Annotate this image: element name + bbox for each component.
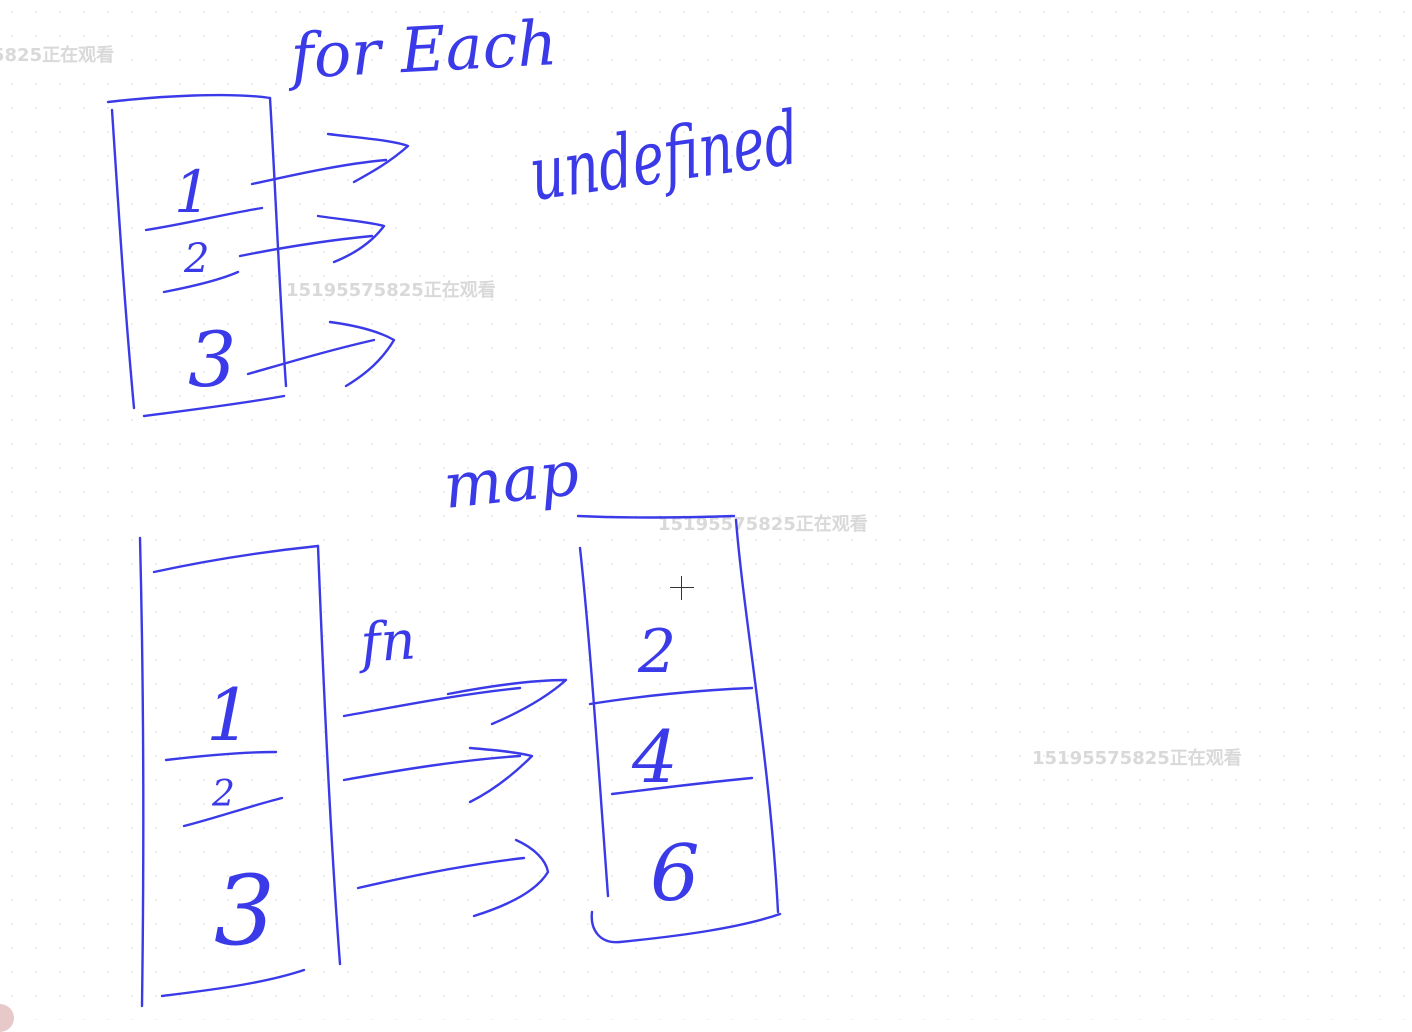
- map-input-box-right: [316, 544, 342, 966]
- map-output-box-right: [734, 518, 780, 914]
- map-arrow-1: [342, 686, 522, 718]
- crosshair-cursor-icon: [670, 576, 694, 600]
- map-output-box-top: [576, 514, 736, 519]
- map-title: map: [440, 436, 582, 523]
- map-output-value: 2: [637, 617, 676, 687]
- map-input-value: 3: [214, 855, 275, 967]
- map-arrow-2: [342, 754, 522, 782]
- undefined-label: undefined: [525, 95, 804, 218]
- map-arrow-3: [356, 856, 526, 890]
- watermark: 15195575825正在观看: [1032, 748, 1242, 769]
- forEach-title: for Each: [285, 6, 559, 93]
- map-output-value: 4: [631, 715, 678, 799]
- map-arrowhead-3: [472, 838, 550, 918]
- watermark: 15195575825正在观看: [658, 514, 868, 535]
- map-output-value: 6: [650, 829, 700, 919]
- forEach-value: 1: [174, 158, 211, 226]
- forEach-array-box-bottom: [142, 394, 286, 418]
- fn-label: fn: [355, 608, 418, 675]
- forEach-array-box-right: [268, 96, 288, 388]
- watermark: 5825正在观看: [0, 45, 115, 66]
- map-output-box-bottom: [590, 910, 782, 944]
- forEach-arrowhead-1: [326, 132, 410, 184]
- map-output-separator-2: [610, 776, 754, 796]
- forEach-arrow-3: [246, 338, 376, 376]
- map-input-box-top: [152, 544, 320, 574]
- forEach-separator-1: [144, 206, 264, 232]
- forEach-arrow-2: [238, 234, 374, 258]
- map-input-value: 2: [211, 774, 235, 815]
- forEach-separator-2: [162, 270, 240, 294]
- forEach-arrow-1: [250, 158, 388, 186]
- map-arrowhead-2: [468, 746, 534, 804]
- map-input-box-bottom: [160, 968, 306, 998]
- forEach-arrowhead-3: [328, 320, 396, 388]
- forEach-value: 2: [183, 236, 209, 282]
- map-arrowhead-1: [446, 678, 568, 726]
- map-output-separator-1: [588, 686, 754, 706]
- forEach-arrowhead-2: [316, 214, 386, 264]
- watermark: 15195575825正在观看: [286, 280, 496, 301]
- map-input-box-left: [138, 536, 145, 1008]
- forEach-array-box-top: [106, 93, 272, 104]
- map-input-separator-2: [182, 796, 284, 828]
- map-input-value: 1: [206, 673, 252, 757]
- map-output-box-left: [578, 546, 610, 898]
- map-input-separator-1: [164, 750, 278, 762]
- forEach-value: 3: [188, 315, 236, 404]
- forEach-array-box-left: [110, 108, 136, 410]
